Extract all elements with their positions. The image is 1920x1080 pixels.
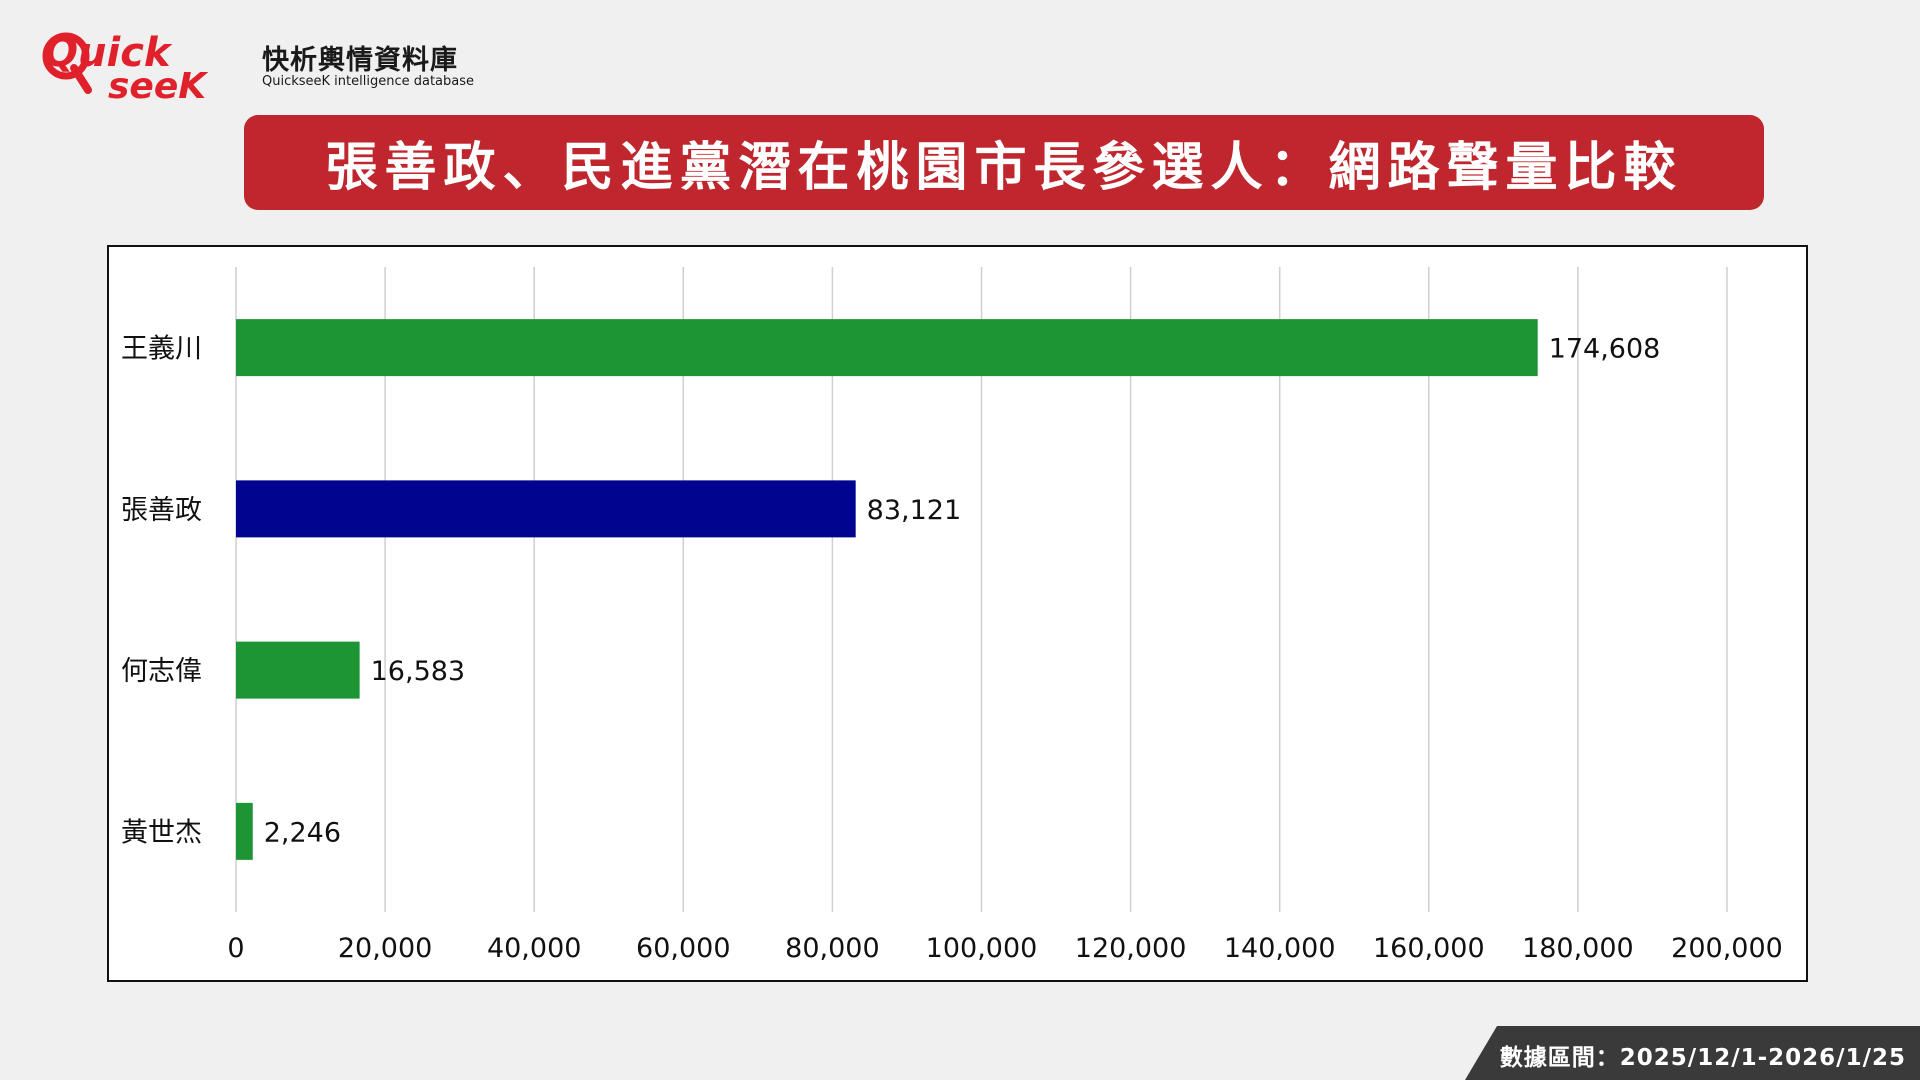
x-tick-label: 180,000 [1522,933,1634,964]
x-tick-label: 60,000 [636,933,730,964]
y-category-label: 黃世杰 [121,817,202,848]
logo-name-cn: 快析輿情資料庫 [262,45,458,76]
logo: Quick seeK 快析輿情資料庫 QuickseeK intelligenc… [30,22,474,102]
bar-chart: 0 20,000 40,000 60,000 80,000 100,000 120,000 1… [121,267,1783,964]
logo-name-en: QuickseeK intelligence database [262,74,475,89]
x-tick-label: 40,000 [487,933,581,964]
bar [236,480,856,538]
x-tick-label: 80,000 [785,933,879,964]
y-category-label: 王義川 [121,334,202,365]
bar-value-label: 16,583 [371,656,465,687]
y-category-label: 何志偉 [121,656,202,687]
bar-value-label: 83,121 [867,495,961,526]
x-tick-label: 160,000 [1373,933,1485,964]
date-range-label: 數據區間：2025/12/1-2026/1/25 [1499,1045,1906,1071]
date-range-tag: 數據區間：2025/12/1-2026/1/25 [1465,1026,1920,1080]
logo-mark-quick: Quick [44,30,173,76]
label-layer: 王義川 174,608 張善政 83,121 何志偉 16,583 黃世杰 2,246 [121,334,1660,849]
x-tick-label: 140,000 [1224,933,1336,964]
quickseek-logo-mark: Quick seeK [42,30,209,102]
x-tick-label: 120,000 [1075,933,1187,964]
page-title: 張善政、民進黨潛在桃園市長參選人：網路聲量比較 [325,138,1683,198]
bar [236,641,360,699]
x-tick-label: 20,000 [338,933,432,964]
title-banner: 張善政、民進黨潛在桃園市長參選人：網路聲量比較 [244,115,1764,210]
logo-mark-seek: seeK [108,66,209,102]
chart-panel: 0 20,000 40,000 60,000 80,000 100,000 120,000 1… [107,245,1808,982]
axis-layer: 0 20,000 40,000 60,000 80,000 100,000 120,000 1… [227,933,1782,964]
bar-value-label: 174,608 [1549,334,1661,365]
date-range-tag-shape [1465,1026,1920,1080]
bar [236,802,253,860]
x-tick-label: 200,000 [1671,933,1783,964]
bar-layer [236,319,1538,860]
bar-value-label: 2,246 [264,817,341,848]
x-tick-label: 100,000 [926,933,1038,964]
x-tick-label: 0 [227,933,244,964]
y-category-label: 張善政 [121,495,202,526]
bar [236,319,1538,377]
